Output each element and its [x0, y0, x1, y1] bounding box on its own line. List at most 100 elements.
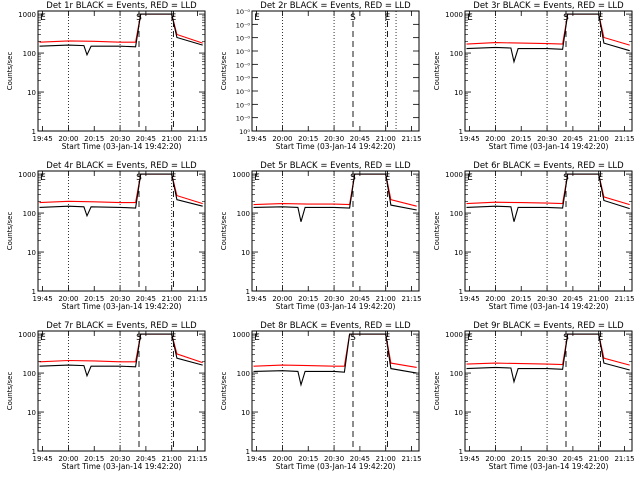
x-tick-label: 20:00 [485, 135, 505, 143]
y-tick-label: 1000 [18, 171, 36, 179]
x-tick-label: 20:45 [350, 135, 370, 143]
x-tick-label: 21:15 [401, 295, 421, 303]
y-tick-label: 100 [23, 50, 36, 58]
edge-marker-label: E [40, 13, 46, 23]
x-tick-label: 20:45 [350, 455, 370, 463]
x-tick-label: 21:00 [376, 295, 396, 303]
y-tick-label: 10 [241, 409, 250, 417]
y-tick-label: 100 [450, 50, 463, 58]
x-tick-label: 20:00 [58, 135, 78, 143]
events-series-line [253, 333, 417, 387]
x-tick-label: 20:30 [110, 295, 130, 303]
plot-frame [37, 170, 206, 292]
panel-title: Det 2r BLACK = Events, RED = LLD [260, 1, 411, 11]
x-axis-label: Start Time (03-Jan-14 19:42:20) [276, 302, 396, 311]
x-tick-label: 20:30 [110, 135, 130, 143]
x-tick-label: 19:45 [32, 455, 52, 463]
panel-8: Det 8r BLACK = Events, RED = LLD 19:45 20:… [220, 321, 422, 471]
x-tick-label: 20:15 [511, 295, 531, 303]
x-tick-label: 19:45 [246, 135, 266, 143]
lld-series-line [39, 333, 203, 364]
x-tick-label: 19:45 [459, 135, 479, 143]
end-marker-label: E [385, 333, 391, 343]
edge-marker-label: E [467, 13, 473, 23]
y-tick-label: 1000 [445, 171, 463, 179]
y-tick-label: 1000 [445, 331, 463, 339]
panel-4: Det 4r BLACK = Events, RED = LLD 19:45 20:… [6, 161, 208, 311]
x-tick-label: 20:45 [563, 295, 583, 303]
y-tick-label: 10 [241, 249, 250, 257]
plot-frame [251, 330, 420, 452]
lld-series-line [466, 13, 630, 46]
panel-9: Det 9r BLACK = Events, RED = LLD 19:45 20:… [433, 321, 635, 471]
end-marker-label: E [598, 333, 604, 343]
x-tick-label: 20:45 [350, 295, 370, 303]
start-marker-label: S [350, 333, 356, 343]
x-axis-label: Start Time (03-Jan-14 19:42:20) [62, 462, 182, 471]
start-marker-label: S [563, 13, 569, 23]
plot-frame [464, 330, 633, 452]
x-tick-label: 20:15 [511, 455, 531, 463]
panel-title: Det 5r BLACK = Events, RED = LLD [260, 161, 411, 171]
y-tick-label: 10 [454, 249, 463, 257]
plot-frame [251, 10, 420, 132]
y-tick-label: 100 [450, 370, 463, 378]
plot-frame [251, 170, 420, 292]
panel-7: Det 7r BLACK = Events, RED = LLD 19:45 20:… [6, 321, 208, 471]
x-tick-label: 20:15 [298, 135, 318, 143]
y-tick-label: 10⁻⁰ [236, 21, 251, 29]
y-tick-label: 10⁰ [239, 128, 250, 136]
y-tick-label: 10⁻⁰ [236, 101, 251, 109]
y-tick-label: 1 [32, 128, 36, 136]
x-tick-label: 20:45 [136, 135, 156, 143]
x-tick-label: 21:00 [162, 455, 182, 463]
x-tick-label: 20:30 [537, 295, 557, 303]
y-tick-label: 10⁻⁰ [236, 35, 251, 43]
x-axis-label: Start Time (03-Jan-14 19:42:20) [276, 462, 396, 471]
x-tick-label: 20:15 [511, 135, 531, 143]
y-axis-label: Counts/sec [433, 372, 441, 411]
x-tick-label: 21:00 [589, 295, 609, 303]
x-tick-label: 21:00 [162, 135, 182, 143]
x-tick-label: 19:45 [459, 455, 479, 463]
y-tick-label: 100 [237, 370, 250, 378]
panel-5: Det 5r BLACK = Events, RED = LLD 19:45 20:… [220, 161, 422, 311]
x-tick-label: 19:45 [32, 295, 52, 303]
x-tick-label: 20:45 [136, 455, 156, 463]
y-tick-label: 1000 [232, 171, 250, 179]
y-tick-label: 10 [454, 89, 463, 97]
events-series-line [466, 13, 630, 64]
end-marker-label: E [171, 13, 177, 23]
x-tick-label: 21:15 [614, 455, 634, 463]
y-tick-label: 100 [237, 210, 250, 218]
plot-frame [37, 330, 206, 452]
x-tick-label: 20:15 [84, 295, 104, 303]
x-tick-label: 20:00 [272, 295, 292, 303]
x-tick-label: 20:00 [272, 135, 292, 143]
end-marker-label: E [171, 333, 177, 343]
x-axis-label: Start Time (03-Jan-14 19:42:20) [489, 302, 609, 311]
x-tick-label: 21:15 [187, 455, 207, 463]
edge-marker-label: E [254, 333, 260, 343]
x-axis-label: Start Time (03-Jan-14 19:42:20) [489, 462, 609, 471]
x-tick-label: 20:30 [324, 135, 344, 143]
y-tick-label: 1000 [18, 11, 36, 19]
x-tick-label: 21:15 [187, 295, 207, 303]
panel-title: Det 3r BLACK = Events, RED = LLD [473, 1, 624, 11]
y-tick-label: 1 [459, 288, 463, 296]
events-series-line [253, 173, 417, 222]
end-marker-label: E [385, 13, 391, 23]
edge-marker-label: E [40, 173, 46, 183]
start-marker-label: S [136, 173, 142, 183]
y-tick-label: 1 [246, 448, 250, 456]
x-tick-label: 21:15 [614, 295, 634, 303]
y-tick-label: 1000 [232, 331, 250, 339]
x-tick-label: 20:30 [324, 295, 344, 303]
y-tick-label: 10⁻⁰ [236, 48, 251, 56]
panel-3: Det 3r BLACK = Events, RED = LLD 19:45 20:… [433, 1, 635, 151]
x-tick-label: 20:30 [537, 455, 557, 463]
x-tick-label: 20:45 [563, 455, 583, 463]
events-series-line [39, 13, 203, 57]
x-tick-label: 20:15 [84, 455, 104, 463]
y-tick-label: 10⁻⁰ [236, 115, 251, 123]
